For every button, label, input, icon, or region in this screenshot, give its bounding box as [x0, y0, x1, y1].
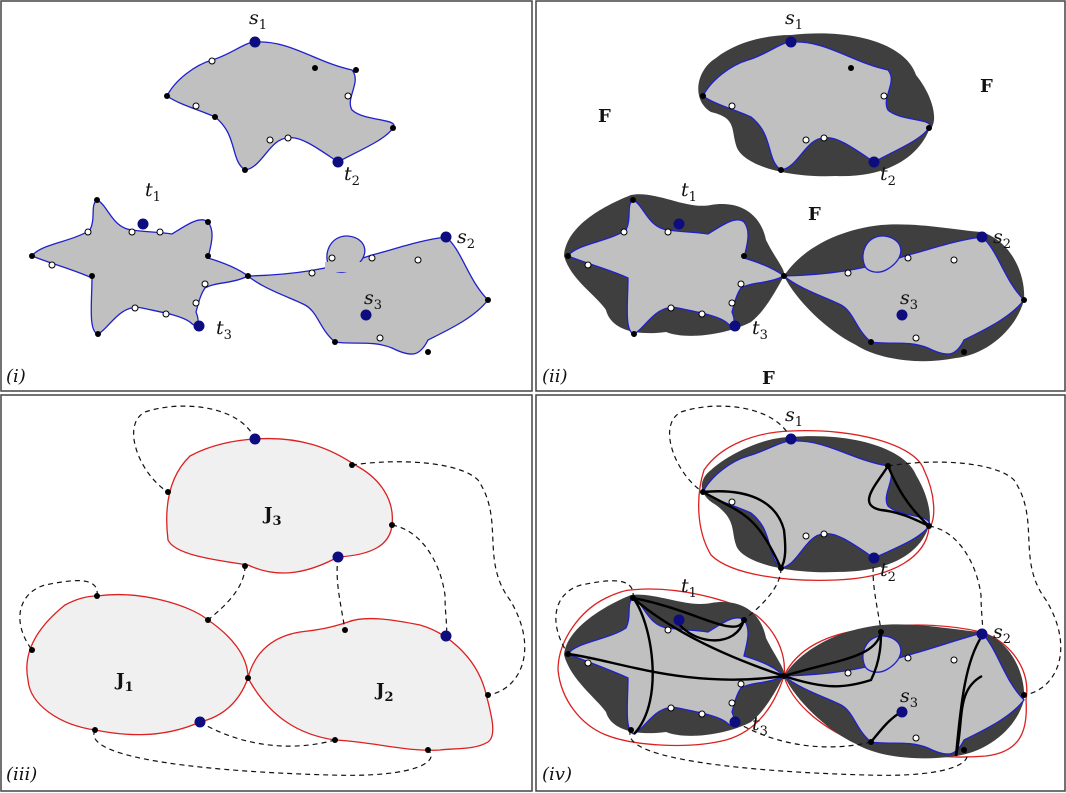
black-vertices: [29, 65, 491, 355]
label-s1: s1: [249, 7, 267, 33]
label-t1: t1: [681, 575, 697, 601]
red-left: [557, 588, 786, 747]
black-vertices: [565, 463, 1027, 753]
panel-iv-frame: [535, 394, 1066, 792]
panel-ii-tag: (ii): [542, 366, 568, 387]
label-s2: s2: [993, 226, 1011, 252]
solid-paths: [567, 465, 983, 757]
panel-i-tag: (i): [6, 366, 26, 387]
label-t3: t3: [752, 317, 768, 343]
label-t2: t2: [344, 163, 360, 189]
region-J1: [26, 593, 249, 736]
panel-iii-tag: (iii): [6, 764, 37, 785]
hole-neck: [325, 262, 375, 272]
dashed-connections: [555, 405, 1062, 776]
label-s1: s1: [785, 7, 803, 33]
white-vertices: [48, 57, 422, 342]
dashed-connections: [19, 405, 526, 776]
terminal-labels: s1 t2 t1 s2 s3 t3: [681, 7, 1011, 343]
red-top: [698, 430, 935, 581]
panel-ii: s1 t2 t1 s2 s3 t3 F F F F (ii): [535, 0, 1066, 392]
label-s2: s2: [457, 226, 475, 252]
panel-i-frame: [0, 0, 533, 392]
panel-iv: s1 t2 t1 s2 s3 t3 (iv): [535, 394, 1066, 792]
label-t2: t2: [880, 559, 896, 585]
terminal-points: [673, 36, 988, 332]
label-J2: J2: [374, 680, 394, 705]
label-F-4: F: [762, 368, 775, 389]
label-s2: s2: [993, 621, 1011, 647]
label-J3: J3: [262, 504, 282, 529]
terminal-points: [137, 36, 452, 332]
label-t3: t3: [216, 317, 232, 343]
white-vertices: [584, 498, 958, 742]
black-vertices: [29, 462, 491, 753]
panel-iii: J3 J1 J2 (iii): [0, 394, 533, 792]
black-vertices: [565, 65, 1027, 355]
panel-i: s1 t2 t1 s2 s3 t3 (i): [0, 0, 533, 392]
label-t1: t1: [681, 179, 697, 205]
region-top: [166, 41, 395, 171]
label-F-3: F: [808, 204, 821, 225]
label-J1: J1: [114, 670, 134, 695]
label-t3: t3: [752, 713, 768, 739]
panel-iii-frame: [0, 394, 533, 792]
region-J3: [166, 437, 394, 574]
terminal-labels: s1 t2 t1 s2 s3 t3: [681, 404, 1011, 739]
terminal-points: [194, 433, 452, 728]
label-t1: t1: [145, 179, 161, 205]
label-s3: s3: [900, 685, 918, 711]
label-F-2: F: [980, 76, 993, 97]
label-F-1: F: [598, 106, 611, 127]
terminal-labels: s1 t2 t1 s2 s3 t3: [145, 7, 475, 343]
label-s3: s3: [900, 287, 918, 313]
panel-ii-frame: [535, 0, 1066, 392]
white-vertices: [584, 92, 958, 342]
label-t2: t2: [880, 163, 896, 189]
label-s3: s3: [364, 287, 382, 313]
light-left: [567, 597, 786, 735]
label-s1: s1: [785, 404, 803, 430]
region-J2: [247, 617, 494, 751]
panel-iv-tag: (iv): [542, 764, 572, 785]
terminal-points: [673, 433, 988, 728]
